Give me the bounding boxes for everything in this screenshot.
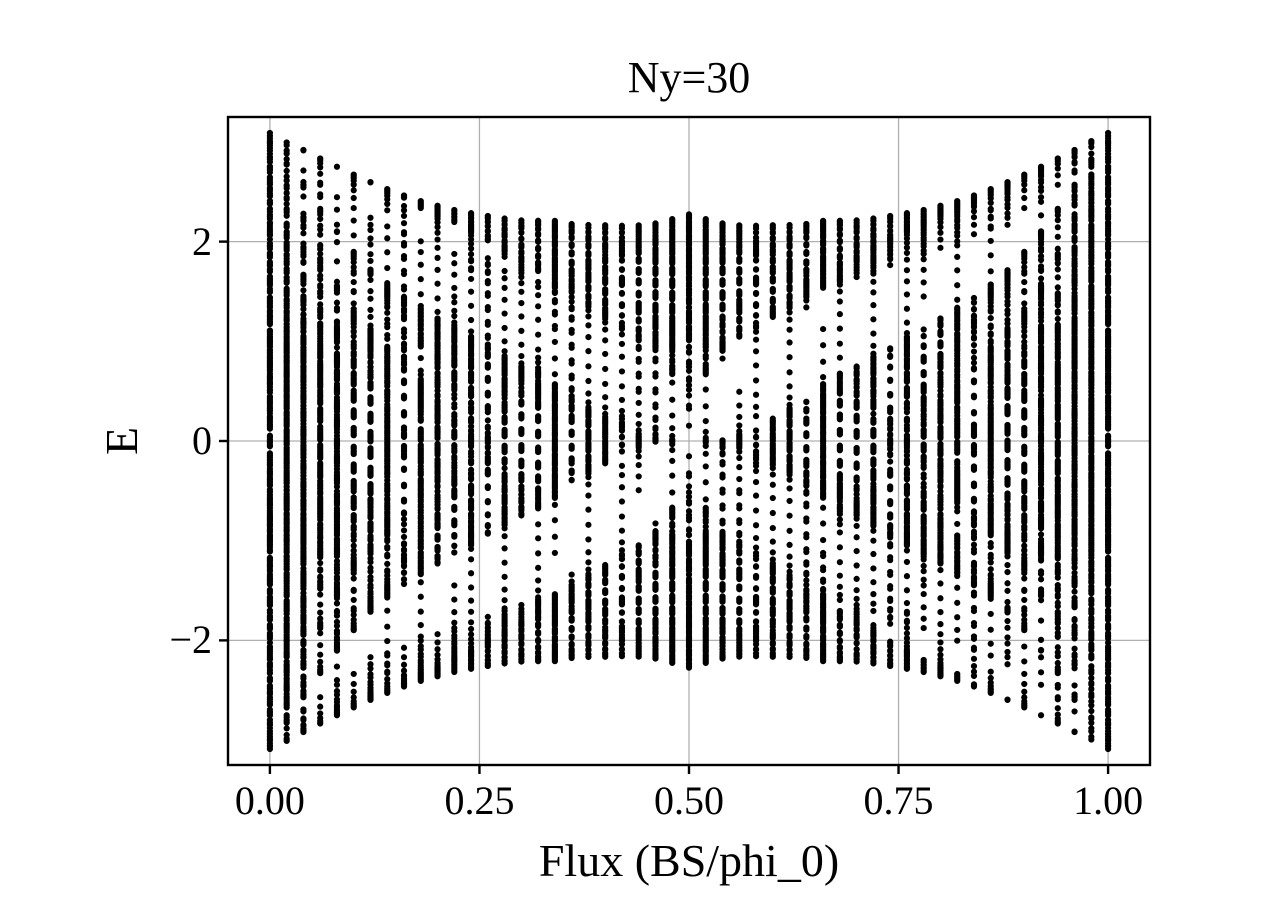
x-tick-label: 0.25 (444, 778, 515, 823)
y-tick-label: 0 (192, 418, 212, 463)
x-axis-label: Flux (BS/phi_0) (538, 835, 840, 886)
y-axis-label: E (96, 426, 147, 456)
x-tick-label: 1.00 (1073, 778, 1144, 823)
x-tick-label: 0.50 (654, 778, 724, 823)
y-tick-label: 2 (192, 218, 212, 264)
y-tick-label: −2 (169, 617, 212, 663)
x-tick-label: 0.75 (863, 778, 934, 823)
x-tick-label: 0.00 (234, 778, 305, 823)
plot-title: Ny=30 (627, 53, 751, 102)
